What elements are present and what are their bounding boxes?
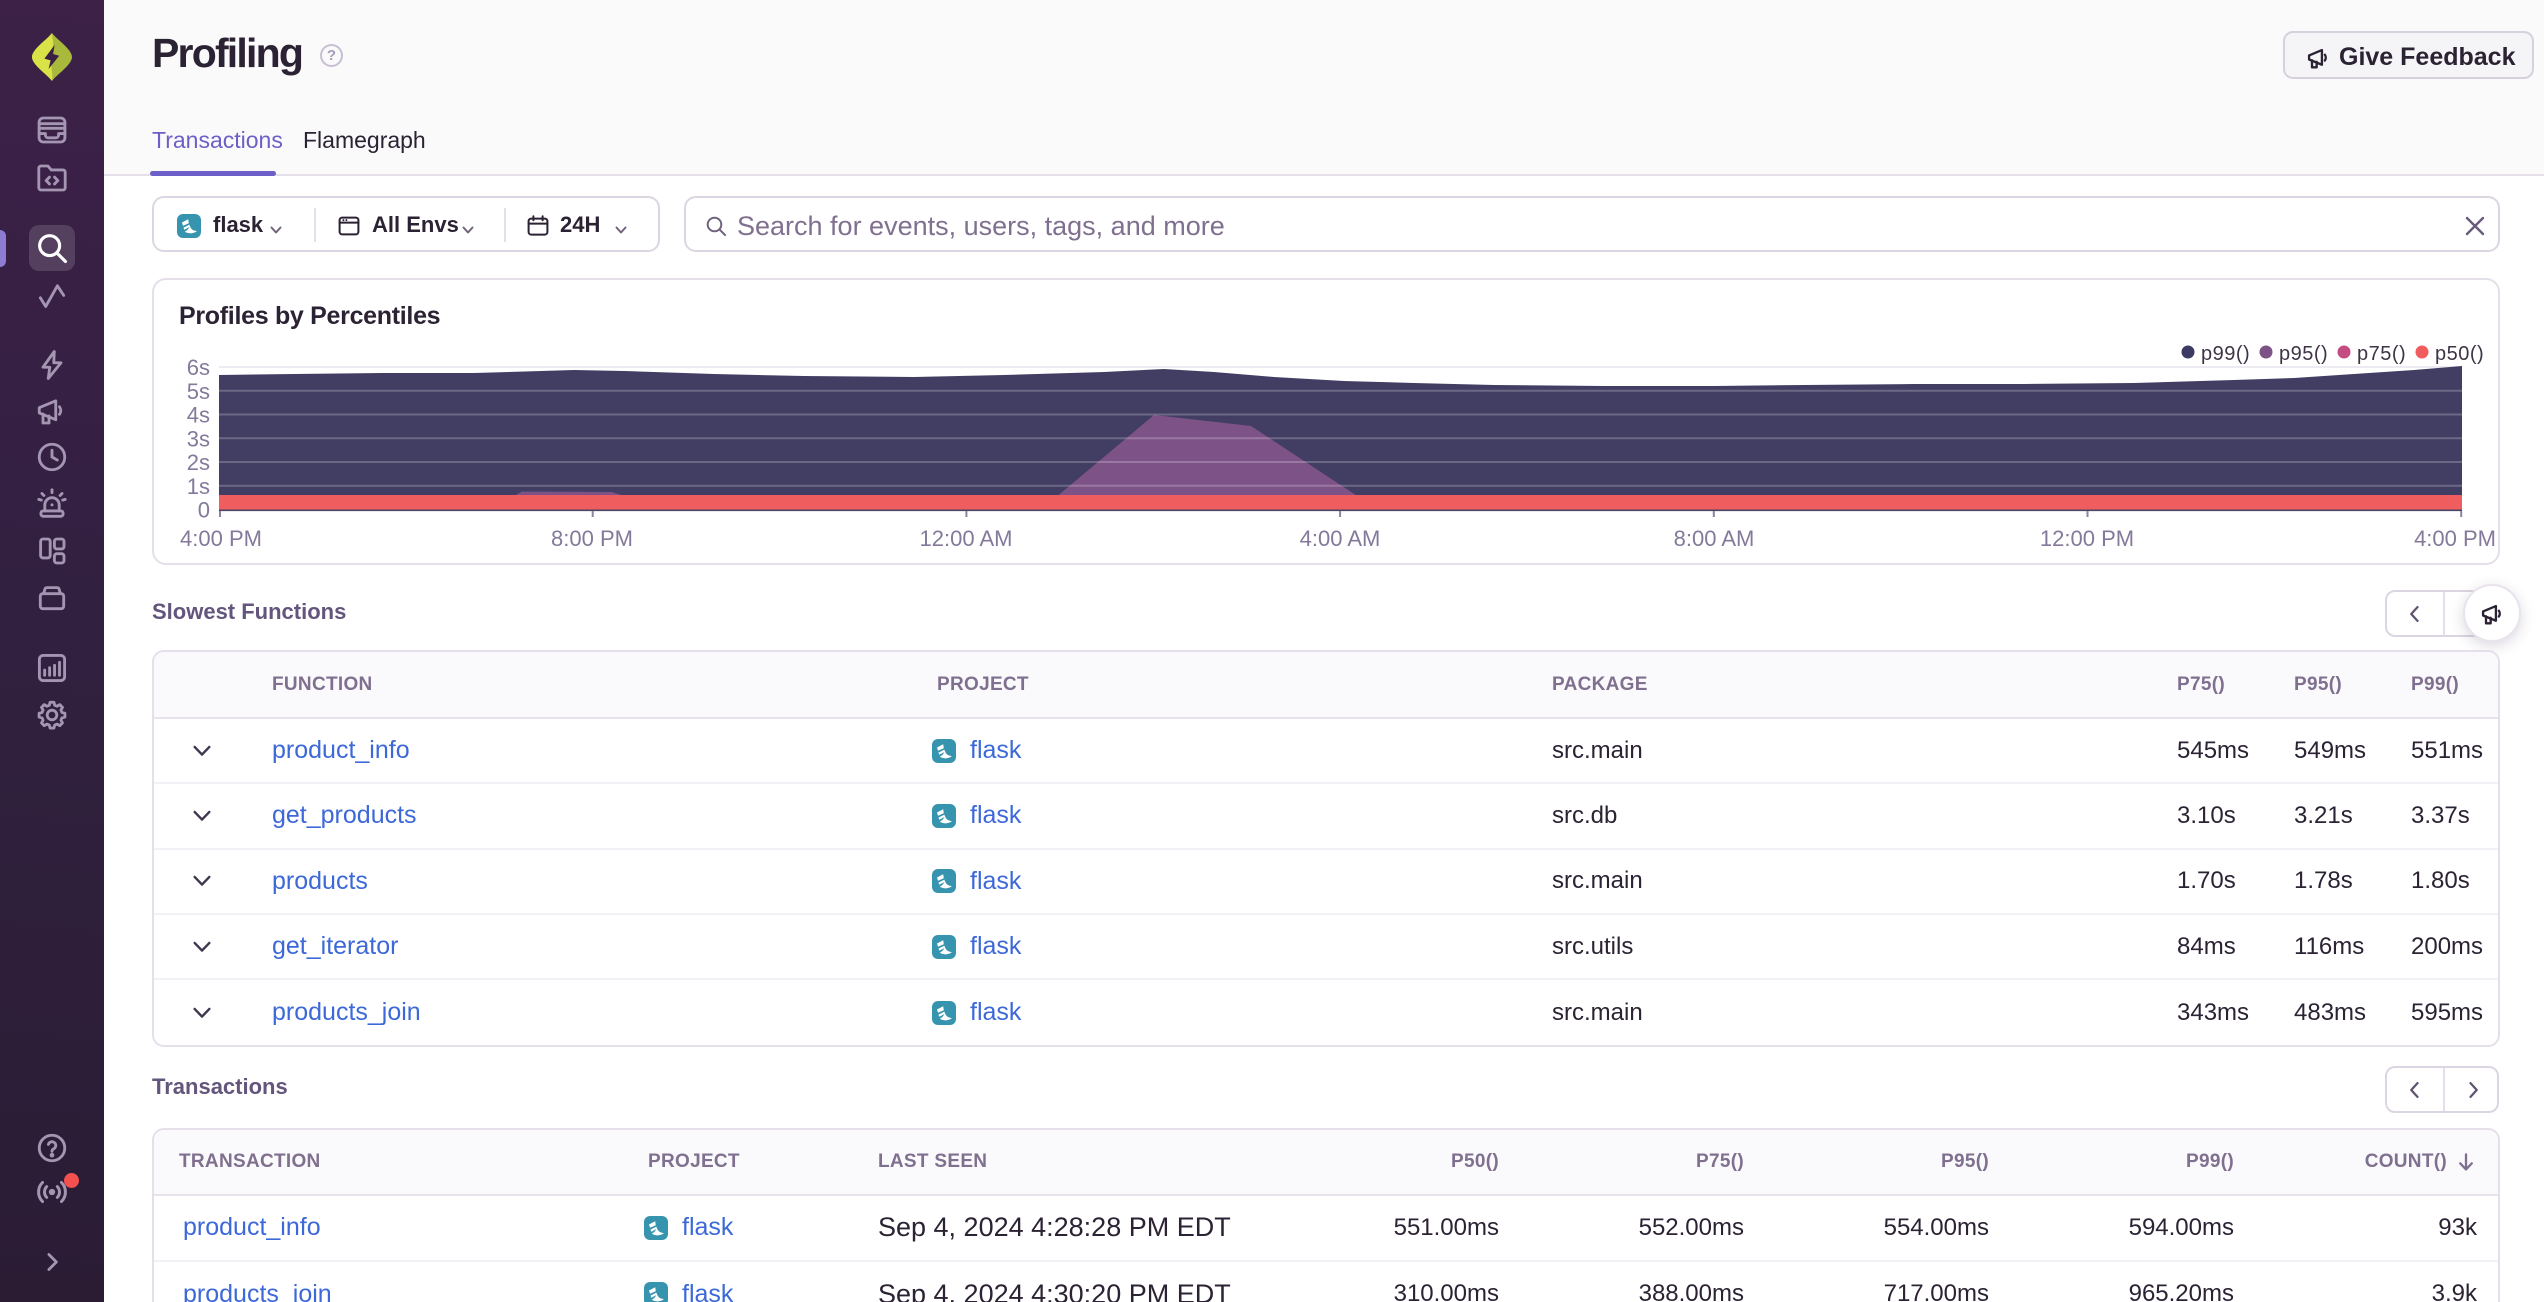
svg-text:4:00 PM: 4:00 PM — [180, 526, 262, 551]
svg-text:6s: 6s — [187, 355, 210, 380]
svg-text:4:00 PM: 4:00 PM — [2414, 526, 2496, 551]
svg-text:4s: 4s — [187, 403, 210, 428]
svg-text:12:00 PM: 12:00 PM — [2040, 526, 2134, 551]
svg-text:3s: 3s — [187, 426, 210, 451]
svg-text:8:00 PM: 8:00 PM — [551, 526, 633, 551]
svg-text:12:00 AM: 12:00 AM — [920, 526, 1013, 551]
svg-text:p99(): p99() — [2201, 343, 2250, 365]
svg-text:p50(): p50() — [2435, 343, 2484, 365]
svg-text:p75(): p75() — [2357, 343, 2406, 365]
svg-text:8:00 AM: 8:00 AM — [1674, 526, 1755, 551]
svg-text:5s: 5s — [187, 379, 210, 404]
svg-text:p95(): p95() — [2279, 343, 2328, 365]
svg-text:2s: 2s — [187, 450, 210, 475]
svg-text:4:00 AM: 4:00 AM — [1300, 526, 1381, 551]
svg-text:1s: 1s — [187, 474, 210, 499]
svg-text:0: 0 — [198, 498, 210, 523]
